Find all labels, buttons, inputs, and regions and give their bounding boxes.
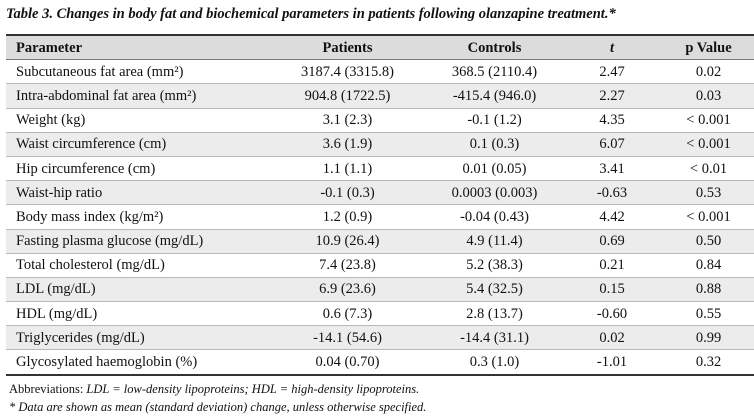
header-parameter: Parameter: [6, 34, 270, 61]
table-row: Weight (kg) 3.1 (2.3) -0.1 (1.2) 4.35 < …: [6, 108, 754, 133]
cell-parameter: Glycosylated haemoglobin (%): [6, 349, 270, 376]
cell-parameter: Intra-abdominal fat area (mm²): [6, 83, 270, 109]
cell-parameter: Weight (kg): [6, 108, 270, 133]
cell-controls: 2.8 (13.7): [425, 301, 564, 327]
cell-controls: -14.4 (31.1): [425, 325, 564, 351]
cell-controls: 0.3 (1.0): [425, 349, 564, 376]
cell-patients: -0.1 (0.3): [270, 180, 425, 206]
table-row: Hip circumference (cm) 1.1 (1.1) 0.01 (0…: [6, 156, 754, 182]
cell-p-value: 0.32: [660, 349, 754, 376]
cell-patients: 0.6 (7.3): [270, 301, 425, 327]
cell-parameter: Subcutaneous fat area (mm²): [6, 59, 270, 85]
table-footnotes: Abbreviations: LDL = low-density lipopro…: [9, 380, 749, 416]
cell-patients: 3187.4 (3315.8): [270, 59, 425, 85]
cell-t: -0.60: [564, 301, 660, 327]
header-controls: Controls: [425, 34, 564, 61]
cell-controls: 0.1 (0.3): [425, 132, 564, 157]
cell-p-value: 0.02: [660, 59, 754, 85]
cell-controls: 5.2 (38.3): [425, 253, 564, 278]
cell-parameter: Triglycerides (mg/dL): [6, 325, 270, 351]
cell-controls: 368.5 (2110.4): [425, 59, 564, 85]
cell-patients: -14.1 (54.6): [270, 325, 425, 351]
table-caption: Table 3. Changes in body fat and biochem…: [6, 6, 616, 22]
cell-t: 4.35: [564, 108, 660, 133]
table-row: Waist circumference (cm) 3.6 (1.9) 0.1 (…: [6, 132, 754, 157]
cell-patients: 1.1 (1.1): [270, 156, 425, 182]
cell-patients: 0.04 (0.70): [270, 349, 425, 376]
cell-t: 2.47: [564, 59, 660, 85]
cell-patients: 904.8 (1722.5): [270, 83, 425, 109]
cell-parameter: Waist-hip ratio: [6, 180, 270, 206]
cell-t: 4.42: [564, 204, 660, 230]
cell-p-value: 0.53: [660, 180, 754, 206]
cell-controls: 0.0003 (0.003): [425, 180, 564, 206]
abbreviations-label: Abbreviations:: [9, 382, 87, 396]
cell-controls: -0.1 (1.2): [425, 108, 564, 133]
table-row: Subcutaneous fat area (mm²) 3187.4 (3315…: [6, 59, 754, 85]
cell-p-value: 0.84: [660, 253, 754, 278]
cell-patients: 3.6 (1.9): [270, 132, 425, 157]
table-row: Body mass index (kg/m²) 1.2 (0.9) -0.04 …: [6, 204, 754, 230]
header-patients: Patients: [270, 34, 425, 61]
data-note: * Data are shown as mean (standard devia…: [9, 400, 427, 414]
cell-p-value: < 0.01: [660, 156, 754, 182]
abbreviations-text: LDL = low-density lipoproteins; HDL = hi…: [86, 382, 420, 396]
cell-p-value: < 0.001: [660, 204, 754, 230]
cell-patients: 7.4 (23.8): [270, 253, 425, 278]
cell-p-value: 0.03: [660, 83, 754, 109]
table-row: Intra-abdominal fat area (mm²) 904.8 (17…: [6, 83, 754, 109]
cell-p-value: 0.50: [660, 229, 754, 254]
cell-t: 3.41: [564, 156, 660, 182]
cell-t: 0.21: [564, 253, 660, 278]
cell-t: 0.69: [564, 229, 660, 254]
cell-t: 2.27: [564, 83, 660, 109]
cell-controls: 4.9 (11.4): [425, 229, 564, 254]
cell-parameter: Waist circumference (cm): [6, 132, 270, 157]
cell-parameter: Fasting plasma glucose (mg/dL): [6, 229, 270, 254]
cell-p-value: < 0.001: [660, 108, 754, 133]
cell-t: 0.02: [564, 325, 660, 351]
cell-controls: -0.04 (0.43): [425, 204, 564, 230]
table-row: HDL (mg/dL) 0.6 (7.3) 2.8 (13.7) -0.60 0…: [6, 301, 754, 327]
cell-patients: 1.2 (0.9): [270, 204, 425, 230]
cell-controls: 0.01 (0.05): [425, 156, 564, 182]
table-row: Fasting plasma glucose (mg/dL) 10.9 (26.…: [6, 229, 754, 254]
cell-controls: 5.4 (32.5): [425, 277, 564, 303]
cell-parameter: Hip circumference (cm): [6, 156, 270, 182]
cell-parameter: HDL (mg/dL): [6, 301, 270, 327]
table-row: Triglycerides (mg/dL) -14.1 (54.6) -14.4…: [6, 325, 754, 351]
cell-p-value: 0.99: [660, 325, 754, 351]
cell-patients: 10.9 (26.4): [270, 229, 425, 254]
cell-t: -1.01: [564, 349, 660, 376]
table-header-row: Parameter Patients Controls t p Value: [6, 34, 754, 61]
cell-t: -0.63: [564, 180, 660, 206]
cell-parameter: Total cholesterol (mg/dL): [6, 253, 270, 278]
cell-t: 6.07: [564, 132, 660, 157]
table-row: Total cholesterol (mg/dL) 7.4 (23.8) 5.2…: [6, 253, 754, 278]
cell-controls: -415.4 (946.0): [425, 83, 564, 109]
header-p-value: p Value: [660, 34, 754, 61]
cell-p-value: 0.88: [660, 277, 754, 303]
cell-patients: 6.9 (23.6): [270, 277, 425, 303]
results-table: Parameter Patients Controls t p Value Su…: [6, 34, 754, 376]
table-row: Waist-hip ratio -0.1 (0.3) 0.0003 (0.003…: [6, 180, 754, 206]
cell-patients: 3.1 (2.3): [270, 108, 425, 133]
abbreviations-note: Abbreviations: LDL = low-density lipopro…: [9, 380, 749, 398]
table-row: LDL (mg/dL) 6.9 (23.6) 5.4 (32.5) 0.15 0…: [6, 277, 754, 303]
header-t: t: [564, 34, 660, 61]
cell-p-value: 0.55: [660, 301, 754, 327]
table-row: Glycosylated haemoglobin (%) 0.04 (0.70)…: [6, 349, 754, 376]
cell-parameter: Body mass index (kg/m²): [6, 204, 270, 230]
cell-p-value: < 0.001: [660, 132, 754, 157]
cell-parameter: LDL (mg/dL): [6, 277, 270, 303]
cell-t: 0.15: [564, 277, 660, 303]
